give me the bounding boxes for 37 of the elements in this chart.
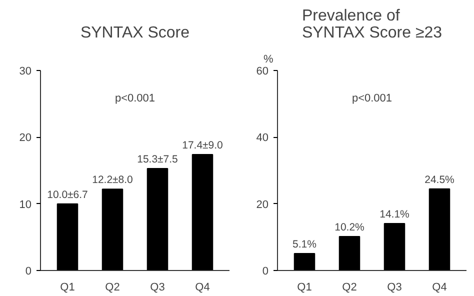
x-tick-label: Q1 <box>297 282 312 294</box>
data-label: 24.5% <box>424 174 454 186</box>
x-tick-label: Q2 <box>342 282 357 294</box>
data-label: 17.4±9.0 <box>182 140 224 152</box>
y-tick-label: 40 <box>256 132 269 144</box>
bar <box>192 154 214 270</box>
y-axis-title: % <box>264 54 274 66</box>
x-tick-label: Q2 <box>105 282 120 294</box>
bar <box>56 203 78 270</box>
bar <box>102 188 124 270</box>
data-label: 10.2% <box>334 222 364 234</box>
y-tick-label: 0 <box>25 266 32 278</box>
data-label: 10.0±6.7 <box>47 188 88 201</box>
y-tick-label: 0 <box>262 266 269 278</box>
bar <box>338 236 360 270</box>
x-tick-label: Q3 <box>387 282 402 294</box>
chart-title: Prevalence of SYNTAX Score ≥23 <box>302 8 442 42</box>
data-label: 12.2±8.0 <box>92 174 134 186</box>
chart-title: SYNTAX Score <box>80 24 190 42</box>
annotation: p<0.001 <box>352 92 392 104</box>
data-label: 14.1% <box>380 208 410 220</box>
annotation: p<0.001 <box>114 92 156 104</box>
data-label: 5.1% <box>292 238 316 250</box>
y-tick-label: 20 <box>19 132 32 144</box>
y-tick-label: 10 <box>19 198 32 211</box>
x-tick-label: Q4 <box>195 282 210 294</box>
x-tick-label: Q3 <box>150 282 165 294</box>
y-tick-label: 20 <box>256 198 269 211</box>
y-tick-label: 30 <box>19 66 32 78</box>
bar <box>146 168 168 270</box>
x-tick-label: Q4 <box>432 282 447 294</box>
x-tick-label: Q1 <box>60 282 75 294</box>
data-label: 15.3±7.5 <box>137 154 178 166</box>
y-tick-label: 60 <box>256 66 269 78</box>
bar <box>384 223 406 270</box>
bar <box>428 188 450 270</box>
bar <box>294 253 316 270</box>
